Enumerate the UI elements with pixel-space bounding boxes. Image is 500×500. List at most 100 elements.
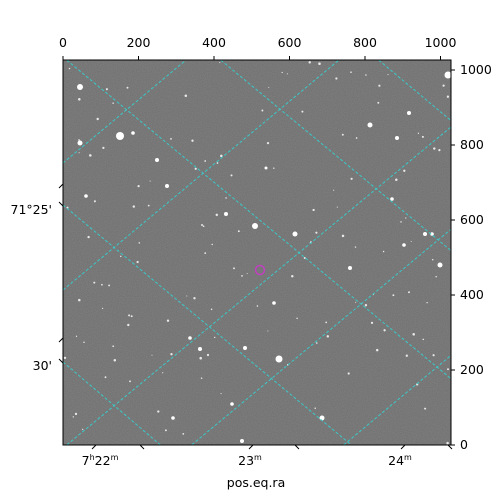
dec-grid-line [63,60,340,291]
faint-star [387,74,389,76]
right-tick-label: 400 [460,287,484,302]
faint-star [431,259,434,261]
faint-star [383,329,386,332]
faint-star [82,428,84,431]
faint-star [201,224,203,226]
left-axis [58,183,64,364]
faint-star [193,297,196,300]
faint-star [268,86,270,88]
faint-star [314,407,316,409]
faint-star [432,354,435,357]
faint-star [112,102,114,104]
faint-star [301,110,304,113]
bright-star [402,243,406,247]
bright-star [367,122,373,128]
faint-star [120,255,122,258]
faint-star [261,109,264,112]
bright-star [188,336,192,340]
faint-star [202,225,205,228]
faint-star [350,177,353,180]
faint-star [184,94,188,97]
faint-star [136,260,139,264]
faint-star [182,433,185,435]
faint-star [364,304,368,307]
dec-grid-line [342,354,451,445]
faint-star [438,149,441,152]
right-axis [451,69,455,446]
faint-star [128,314,131,317]
faint-star [335,77,338,80]
faint-star [194,167,197,170]
faint-star [63,356,67,360]
faint-star [312,208,315,212]
faint-star [333,189,335,191]
bright-star [390,197,394,201]
faint-star [417,132,420,134]
faint-star [200,377,203,379]
faint-star [220,154,223,158]
faint-star [281,71,283,74]
faint-star [433,147,436,150]
faint-star [170,138,172,140]
faint-star [446,441,449,445]
faint-star [291,274,294,278]
faint-star [435,275,437,278]
faint-star [78,152,80,154]
bright-star [155,158,159,162]
bright-star [171,416,175,420]
faint-star [206,353,210,357]
bright-star [430,232,434,236]
faint-star [89,154,92,157]
top-axis [62,56,441,60]
ra-tick-label: 23m [238,453,262,468]
faint-star [341,234,345,238]
bright-star [165,184,169,188]
faint-star [225,197,227,199]
bright-star [77,140,83,146]
faint-star [219,62,221,64]
target-marker [254,264,266,276]
faint-star [308,61,311,64]
faint-star [170,353,173,356]
faint-star [355,301,357,303]
bright-star [240,439,244,443]
bright-star [292,231,298,237]
faint-star [395,178,398,181]
right-tick-label: 1000 [460,62,492,77]
faint-star [101,283,103,286]
faint-star [87,235,90,239]
faint-star [214,336,216,339]
faint-star [266,142,270,145]
faint-star [316,342,318,344]
bright-star [272,301,276,305]
faint-star [74,412,78,416]
faint-star [286,73,288,75]
faint-star [78,298,81,302]
faint-star [216,162,219,164]
faint-star [403,169,406,172]
faint-star [113,359,117,362]
bright-star [224,212,228,216]
dec-tick-label: 71°25' [11,202,53,217]
faint-star [421,135,424,138]
faint-star [68,67,71,70]
x-axis-label: pos.eq.ra [227,475,285,490]
faint-star [408,291,410,294]
faint-star [75,335,78,337]
faint-star [151,354,153,356]
right-tick-label: 800 [460,137,484,152]
bottom-axis [91,444,453,450]
faint-star [354,246,357,248]
faint-star [186,295,188,297]
faint-star [412,333,415,336]
bright-star [395,136,399,140]
top-tick-label: 0 [59,35,67,50]
faint-star [126,86,129,89]
faint-star [210,308,213,311]
faint-star [132,205,135,208]
faint-star [105,88,108,91]
faint-star [422,338,425,341]
bright-star [407,111,411,115]
bright-star [198,347,202,351]
